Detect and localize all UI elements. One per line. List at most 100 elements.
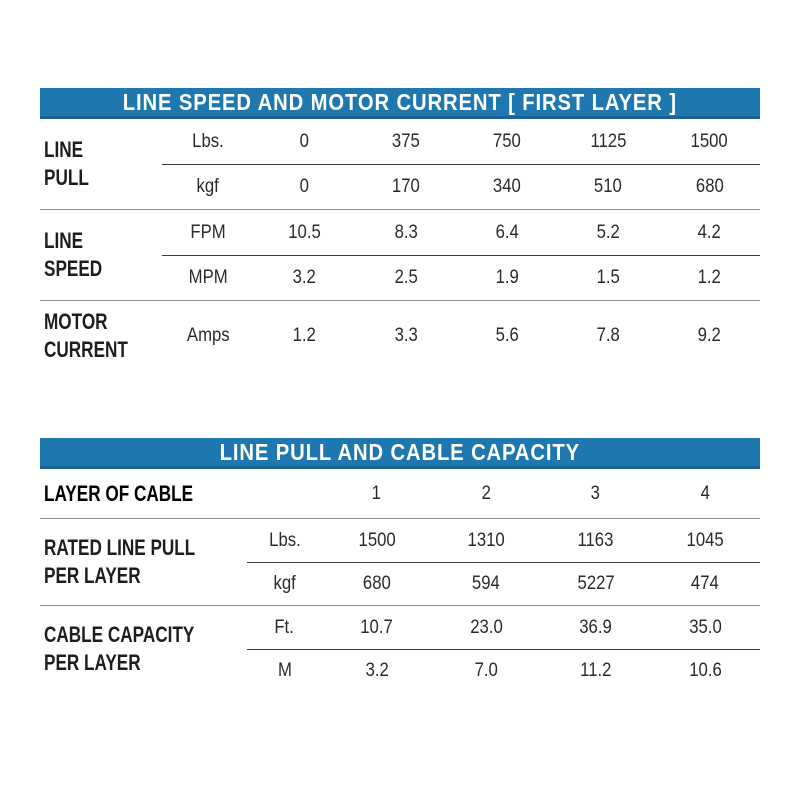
value-cell: 1045 <box>651 530 761 552</box>
line-speed-motor-current-table: LINE SPEED AND MOTOR CURRENT [ FIRST LAY… <box>40 88 760 371</box>
table-row-kgf: kgf 680 594 5227 474 <box>247 562 760 605</box>
value-text: 5227 <box>577 573 615 594</box>
motor-current-rows: Amps 1.2 3.3 5.6 7.8 9.2 <box>162 301 760 371</box>
unit-label: Amps <box>186 325 230 346</box>
value-cell: 1.9 <box>456 267 557 289</box>
value-cell: 170 <box>355 176 456 198</box>
value-text: 340 <box>493 176 521 197</box>
layer-number: 1 <box>372 482 382 504</box>
value-text: 5.6 <box>495 325 519 346</box>
value-cell: 7.0 <box>432 660 542 682</box>
value-cell: 1.5 <box>558 267 659 289</box>
value-cell: 6.4 <box>456 222 557 244</box>
layer-number-cell: 1 <box>322 483 432 505</box>
value-text: 4.2 <box>697 221 722 243</box>
value-cell: 680 <box>322 573 432 595</box>
rated-line-pull-group-label: RATED LINE PULL PER LAYER <box>40 519 247 605</box>
value-cell: 750 <box>456 131 557 153</box>
unit-cell: FPM <box>162 222 254 244</box>
value-text: 7.8 <box>596 325 620 346</box>
value-text: 8.3 <box>394 221 418 243</box>
table-row-m: M 3.2 7.0 11.2 10.6 <box>247 649 760 692</box>
table1-header-bar: LINE SPEED AND MOTOR CURRENT [ FIRST LAY… <box>40 88 760 119</box>
value-text: 1310 <box>467 529 505 551</box>
table-row-kgf: kgf 0 170 340 510 680 <box>162 164 760 209</box>
unit-label: FPM <box>190 221 226 243</box>
table-row-mpm: MPM 3.2 2.5 1.9 1.5 1.2 <box>162 255 760 300</box>
group-label-line: RATED LINE PULL <box>44 535 196 560</box>
value-text: 680 <box>695 176 724 197</box>
unit-label: Ft. <box>274 616 295 638</box>
motor-current-group: MOTOR CURRENT Amps 1.2 3.3 5.6 7.8 9.2 <box>40 300 760 371</box>
cable-capacity-rows: Ft. 10.7 23.0 36.9 35.0 M 3.2 7.0 11.2 1… <box>247 606 760 692</box>
cable-capacity-group-label: CABLE CAPACITY PER LAYER <box>40 606 247 692</box>
value-text: 23.0 <box>469 616 503 638</box>
line-speed-group-label: LINE SPEED <box>40 210 162 300</box>
value-text: 11.2 <box>580 660 612 681</box>
value-text: 0 <box>299 176 310 197</box>
value-text: 10.6 <box>688 660 722 681</box>
unit-label: Lbs. <box>268 529 301 551</box>
group-label-line: LINE <box>44 228 84 253</box>
value-cell: 340 <box>456 176 557 198</box>
value-text: 7.0 <box>474 660 498 681</box>
unit-cell: kgf <box>247 573 322 595</box>
group-label-line: SPEED <box>44 256 103 281</box>
value-text: 375 <box>391 130 420 152</box>
value-cell: 0 <box>254 131 355 153</box>
group-label-line: MOTOR <box>44 309 108 334</box>
value-cell: 3.2 <box>322 660 432 682</box>
table2-title: LINE PULL AND CABLE CAPACITY <box>219 438 581 465</box>
value-cell: 7.8 <box>558 325 659 347</box>
unit-label: M <box>277 660 292 681</box>
value-cell: 9.2 <box>659 325 760 347</box>
value-text: 0 <box>299 130 310 152</box>
value-text: 1500 <box>690 130 729 152</box>
unit-label: MPM <box>188 267 228 288</box>
value-text: 6.4 <box>495 221 519 243</box>
unit-cell: M <box>247 660 322 682</box>
group-label-line: PULL <box>44 165 89 190</box>
unit-cell: Ft. <box>247 617 322 639</box>
value-cell: 10.7 <box>322 617 432 639</box>
value-cell: 1500 <box>322 530 432 552</box>
table-row-lbs: Lbs. 1500 1310 1163 1045 <box>247 519 760 562</box>
value-cell: 5227 <box>541 573 651 595</box>
value-cell: 11.2 <box>541 660 651 682</box>
value-text: 1163 <box>577 529 614 551</box>
value-cell: 510 <box>558 176 659 198</box>
unit-label: Lbs. <box>192 130 224 152</box>
value-text: 3.2 <box>365 660 389 681</box>
value-text: 1.2 <box>292 325 317 346</box>
layer-of-cable-row: LAYER OF CABLE 1 2 3 4 <box>40 469 760 519</box>
unit-cell: MPM <box>162 267 254 289</box>
value-text: 9.2 <box>697 325 722 346</box>
line-speed-rows: FPM 10.5 8.3 6.4 5.2 4.2 MPM 3.2 2.5 1.9… <box>162 210 760 300</box>
table-row-lbs: Lbs. 0 375 750 1125 1500 <box>162 119 760 164</box>
value-cell: 35.0 <box>651 617 761 639</box>
value-cell: 375 <box>355 131 456 153</box>
value-text: 3.3 <box>394 325 418 346</box>
group-label-line: CABLE CAPACITY <box>44 622 195 647</box>
table-row-fpm: FPM 10.5 8.3 6.4 5.2 4.2 <box>162 210 760 255</box>
value-cell: 1.2 <box>254 325 355 347</box>
line-pull-rows: Lbs. 0 375 750 1125 1500 kgf 0 170 340 5… <box>162 119 760 209</box>
group-label-line: PER LAYER <box>44 563 141 588</box>
value-cell: 0 <box>254 176 355 198</box>
value-text: 5.2 <box>596 221 620 243</box>
value-cell: 5.6 <box>456 325 557 347</box>
value-text: 1.2 <box>697 267 722 288</box>
layer-number-cell: 4 <box>651 483 761 505</box>
value-cell: 3.3 <box>355 325 456 347</box>
value-cell: 1125 <box>558 131 659 153</box>
line-pull-cable-capacity-table: LINE PULL AND CABLE CAPACITY LAYER OF CA… <box>40 438 760 692</box>
value-cell: 23.0 <box>432 617 542 639</box>
unit-cell: Lbs. <box>247 530 322 552</box>
value-cell: 10.5 <box>254 222 355 244</box>
value-text: 3.2 <box>292 267 317 288</box>
table-row-ft: Ft. 10.7 23.0 36.9 35.0 <box>247 606 760 649</box>
value-text: 750 <box>493 130 521 152</box>
layer-number: 3 <box>591 482 601 504</box>
unit-cell: Amps <box>162 325 254 347</box>
